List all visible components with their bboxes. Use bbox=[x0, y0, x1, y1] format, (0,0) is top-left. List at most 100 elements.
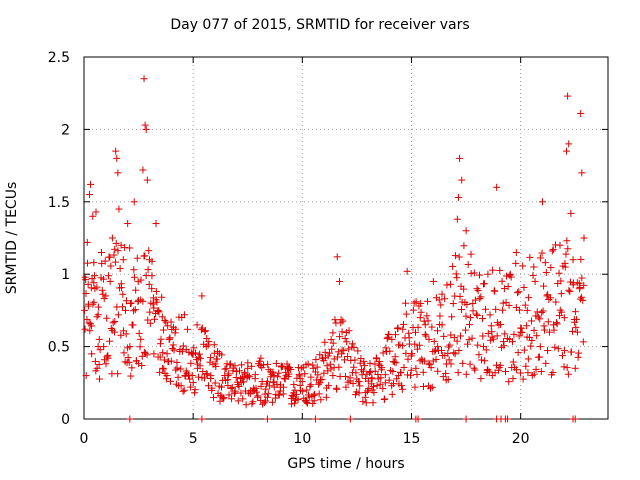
data-point bbox=[109, 319, 117, 327]
data-point bbox=[108, 326, 116, 334]
data-point bbox=[524, 369, 532, 377]
data-point bbox=[393, 375, 401, 383]
data-point bbox=[135, 329, 143, 337]
data-point bbox=[421, 330, 429, 338]
data-point bbox=[520, 346, 528, 354]
data-point bbox=[171, 329, 179, 337]
data-point bbox=[548, 247, 556, 255]
data-point bbox=[539, 307, 547, 315]
data-point bbox=[573, 315, 581, 323]
data-point bbox=[577, 255, 585, 263]
data-point bbox=[163, 350, 171, 358]
data-point bbox=[453, 274, 461, 282]
data-point bbox=[475, 351, 483, 359]
data-point bbox=[365, 384, 373, 392]
data-point bbox=[541, 259, 549, 267]
data-point bbox=[154, 307, 162, 315]
data-point bbox=[225, 370, 233, 378]
data-point bbox=[156, 340, 164, 348]
data-point bbox=[354, 347, 362, 355]
data-point bbox=[414, 323, 422, 331]
data-point bbox=[344, 352, 352, 360]
y-tick-label: 2 bbox=[61, 122, 70, 138]
data-point bbox=[222, 365, 230, 373]
data-point bbox=[100, 295, 108, 303]
data-point bbox=[314, 371, 322, 379]
y-tick-label: 1 bbox=[61, 267, 70, 283]
data-point bbox=[555, 269, 563, 277]
data-point bbox=[126, 244, 134, 252]
data-point bbox=[156, 368, 164, 376]
data-point bbox=[567, 348, 575, 356]
data-point bbox=[470, 364, 478, 372]
data-point bbox=[440, 332, 448, 340]
x-axis-label: GPS time / hours bbox=[287, 456, 405, 472]
data-point bbox=[152, 287, 160, 295]
data-point bbox=[436, 312, 444, 320]
data-point bbox=[117, 284, 125, 292]
data-point bbox=[82, 276, 90, 284]
data-point bbox=[394, 324, 402, 332]
data-point bbox=[139, 166, 147, 174]
data-point bbox=[201, 328, 209, 336]
data-point bbox=[431, 347, 439, 355]
data-point bbox=[571, 308, 579, 316]
data-point bbox=[121, 358, 129, 366]
data-point bbox=[545, 295, 553, 303]
data-point bbox=[110, 251, 118, 259]
data-point bbox=[417, 299, 425, 307]
data-point bbox=[433, 327, 441, 335]
data-point bbox=[244, 372, 252, 380]
data-point bbox=[269, 368, 277, 376]
data-point bbox=[544, 347, 552, 355]
data-point bbox=[425, 359, 433, 367]
data-point bbox=[563, 364, 571, 372]
data-point bbox=[138, 362, 146, 370]
data-point bbox=[373, 382, 381, 390]
data-point bbox=[503, 272, 511, 280]
data-point bbox=[112, 147, 120, 155]
data-point bbox=[161, 317, 169, 325]
data-point bbox=[170, 346, 178, 354]
data-point bbox=[82, 372, 90, 380]
data-point bbox=[150, 304, 158, 312]
data-point bbox=[83, 238, 91, 246]
data-point bbox=[411, 340, 419, 348]
data-point bbox=[377, 374, 385, 382]
data-point bbox=[334, 348, 342, 356]
data-point bbox=[361, 362, 369, 370]
data-point bbox=[231, 362, 239, 370]
data-point bbox=[86, 327, 94, 335]
data-point bbox=[518, 328, 526, 336]
data-point bbox=[158, 293, 166, 301]
grid-lines bbox=[84, 57, 608, 419]
data-point bbox=[120, 349, 128, 357]
data-point bbox=[335, 277, 343, 285]
data-point bbox=[450, 349, 458, 357]
data-point bbox=[391, 353, 399, 361]
data-point bbox=[203, 370, 211, 378]
data-point bbox=[535, 353, 543, 361]
data-point bbox=[309, 361, 317, 369]
data-point bbox=[357, 354, 365, 362]
data-point bbox=[259, 400, 267, 408]
data-point bbox=[227, 384, 235, 392]
data-point bbox=[407, 371, 415, 379]
data-point bbox=[153, 298, 161, 306]
data-point bbox=[512, 248, 520, 256]
data-point bbox=[164, 322, 172, 330]
data-point bbox=[87, 322, 95, 330]
data-point bbox=[403, 267, 411, 275]
data-point bbox=[335, 363, 343, 371]
data-point bbox=[457, 332, 465, 340]
data-point bbox=[166, 334, 174, 342]
data-point bbox=[472, 310, 480, 318]
data-point bbox=[264, 377, 272, 385]
data-point bbox=[127, 299, 135, 307]
data-point bbox=[103, 314, 111, 322]
data-point bbox=[205, 338, 213, 346]
data-point bbox=[407, 366, 415, 374]
data-point bbox=[225, 391, 233, 399]
data-point bbox=[253, 388, 261, 396]
data-point bbox=[576, 283, 584, 291]
